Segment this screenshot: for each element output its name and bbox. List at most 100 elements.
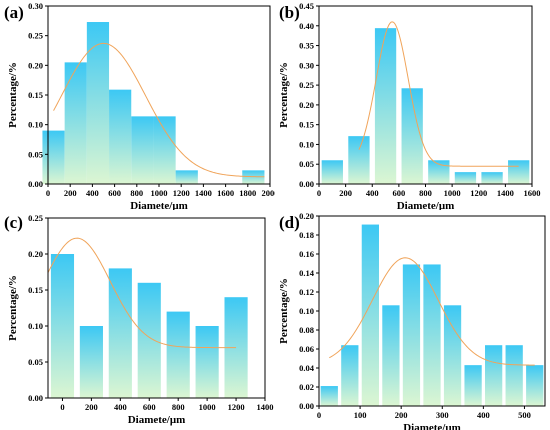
x-axis-title: Diamete/μm [397,200,455,210]
y-tick-label: 0.04 [299,363,315,373]
x-tick-label: 200 [85,402,98,412]
y-tick-label: 0.20 [28,60,43,70]
bar [86,22,110,184]
x-tick-label: 800 [172,402,185,412]
chart-panel: 0 200 400 600 800 1000 1200 1400 1600 0.00 0.05 0.1… [275,0,550,210]
bar [374,28,397,185]
y-tick-label: 0.10 [28,321,43,331]
plot-frame [47,217,266,399]
y-tick-label: 0.20 [299,211,314,221]
bar [242,170,265,184]
bar [79,326,103,398]
x-tick-label: 1600 [524,188,541,198]
y-tick-label: 0.00 [28,393,43,403]
bar [526,365,544,406]
bar [109,89,132,184]
y-tick-label: 0.10 [28,120,43,130]
x-tick-label: 1400 [257,402,274,412]
x-tick-label: 1400 [195,188,212,198]
fit-curve [329,257,535,366]
bar [320,386,338,406]
y-tick-label: 0.15 [299,120,314,130]
y-axis-title: Percentage/% [7,62,19,128]
y-tick-label: 0.00 [299,401,314,411]
bar [485,345,503,406]
bar [402,264,421,406]
y-axis-title: Percentage/% [7,275,19,341]
y-tick-label: 0.20 [299,100,314,110]
panel-label: (d) [279,213,300,232]
y-axis-title: Percentage/% [278,62,290,128]
chart-svg: 0 100 200 300 400 500 0.00 0.02 0.04 0.06 0.08 0.10… [278,211,546,430]
chart-svg: 0 200 400 600 800 1000 1200 1400 0.00 0.05 0.10 0.1… [4,213,274,426]
x-axis-title: Diamete/μm [128,414,186,426]
x-tick-label: 1000 [151,188,168,198]
bar [195,326,219,398]
chart-svg: 0 200 400 600 800 1000 1200 1400 1600 0.00 0.05 0.1… [278,1,541,210]
y-tick-label: 0.05 [28,357,43,367]
y-tick-label: 0.25 [299,80,314,90]
bar [166,311,190,398]
y-axis-title: Percentage/% [278,278,290,344]
x-tick-label: 1800 [239,188,256,198]
bar [108,268,132,398]
x-tick-label: 600 [143,402,156,412]
bar [464,365,482,406]
y-tick-label: 0.25 [28,213,43,223]
y-tick-label: 0.20 [28,249,43,259]
bar [508,160,530,184]
x-tick-label: 1200 [470,188,487,198]
x-tick-label: 200 [339,188,352,198]
y-tick-label: 0.00 [299,179,314,189]
x-tick-label: 200 [395,410,408,420]
x-tick-label: 1400 [497,188,514,198]
x-tick-label: 1000 [199,402,216,412]
bar [42,130,65,184]
y-tick-label: 0.15 [28,285,43,295]
x-tick-label: 400 [114,402,127,412]
bar [131,116,154,184]
y-tick-label: 0.30 [299,60,314,70]
x-tick-label: 200 [64,188,77,198]
panel-label: (a) [4,3,24,22]
bar [341,345,359,406]
bar [321,160,343,184]
x-tick-label: 0 [317,188,321,198]
fit-curve [53,42,265,178]
y-tick-label: 0.16 [299,249,314,259]
bar [505,345,523,406]
y-tick-label: 0.45 [299,1,314,11]
y-tick-label: 0.05 [28,149,43,159]
bar [454,172,477,184]
y-tick-label: 0.25 [28,31,43,41]
x-tick-label: 500 [518,410,531,420]
bar [137,282,161,398]
bar [348,136,370,184]
fit-curve [47,237,237,349]
bar [361,224,379,406]
x-tick-label: 1200 [228,402,245,412]
y-tick-label: 0.05 [299,159,314,169]
x-tick-label: 0 [46,188,50,198]
bar [481,172,503,184]
x-tick-label: 800 [419,188,432,198]
panel-label: (b) [279,3,300,22]
y-tick-label: 0.10 [299,139,314,149]
y-tick-label: 0.00 [28,179,43,189]
bar [50,254,75,398]
y-tick-label: 0.40 [299,21,314,31]
x-tick-label: 1600 [217,188,234,198]
x-tick-label: 1200 [173,188,190,198]
x-axis-title: Diamete/μm [130,200,188,210]
bar [428,160,450,184]
x-tick-label: 600 [108,188,121,198]
bar [382,305,400,406]
y-tick-label: 0.02 [299,382,314,392]
y-tick-label: 0.12 [299,287,314,297]
y-tick-label: 0.18 [299,230,314,240]
bar [423,264,441,406]
x-tick-label: 400 [366,188,379,198]
x-tick-label: 1000 [444,188,461,198]
